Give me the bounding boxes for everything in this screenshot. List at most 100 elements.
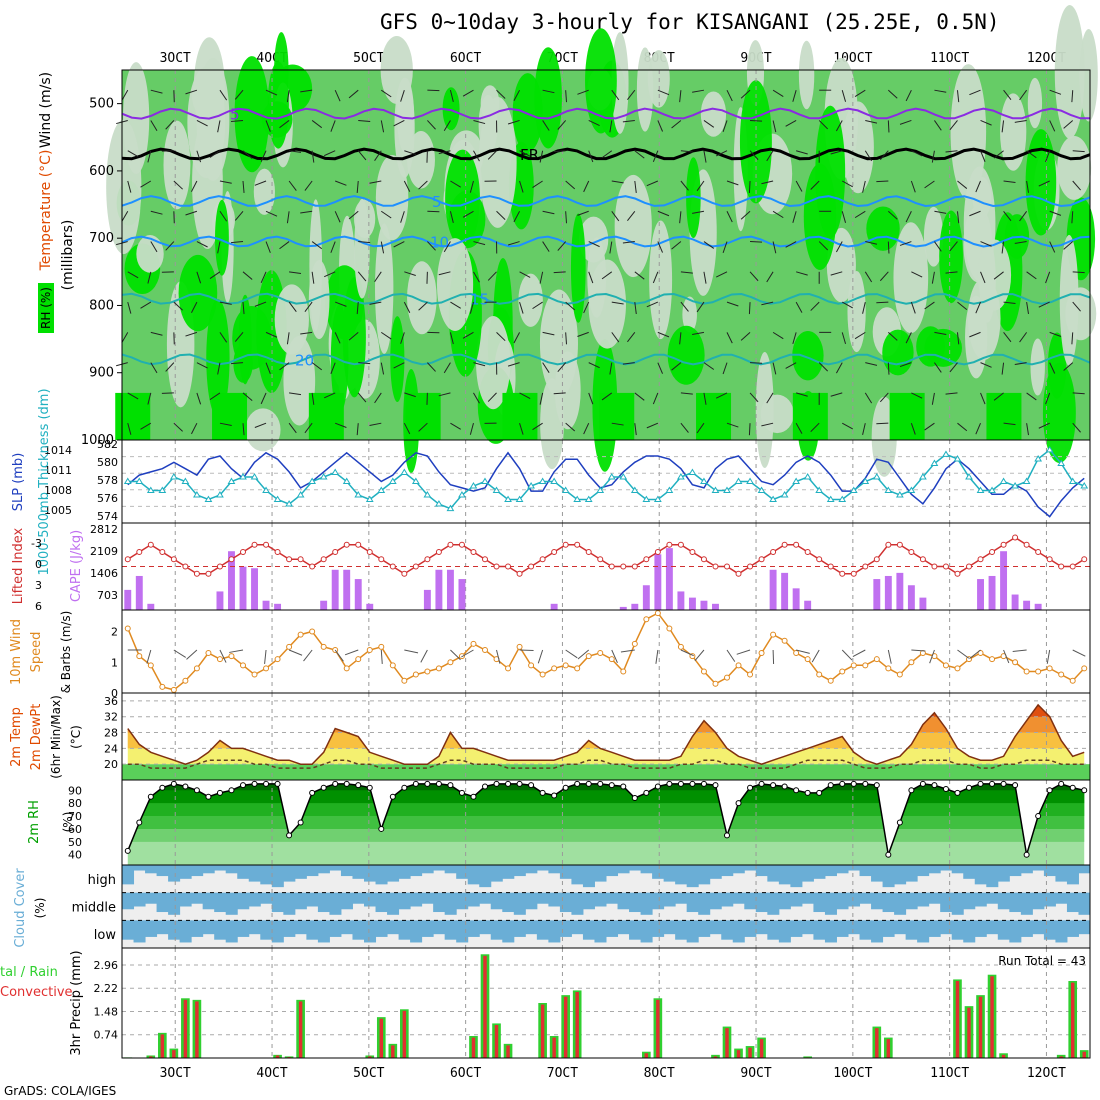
rh-moist-region: [234, 56, 270, 173]
y-tick-label: 50: [68, 836, 82, 849]
wind-barb: [196, 120, 208, 127]
wind-barb: [260, 150, 267, 162]
wind-barb: [358, 362, 371, 365]
x-tick-label-top: 5OCT: [353, 51, 384, 66]
wind-barb: [260, 271, 267, 283]
rain-convective-bar: [1001, 1054, 1006, 1058]
wind-barb: [286, 332, 290, 345]
wind-barb: [173, 301, 183, 311]
wind-barb: [949, 362, 958, 373]
wind-barb: [513, 211, 521, 223]
wind-barb: [418, 422, 428, 432]
wind-barb: [542, 362, 550, 373]
y-tick-label: 32: [104, 711, 118, 724]
wind10-barb: [173, 649, 186, 658]
thickness-series-point: [204, 495, 213, 503]
rain-convective-bar: [955, 981, 960, 1058]
cloud-cell-high: [675, 865, 688, 885]
wind-barb: [1049, 120, 1056, 132]
cloud-cell-low: [963, 920, 976, 943]
rh-moist-region: [115, 392, 151, 440]
cloud-cell-high: [225, 865, 238, 874]
cape-bar: [712, 603, 719, 610]
rh-moist-region: [686, 157, 701, 239]
wind10-barb: [380, 649, 383, 665]
wind-barb: [722, 120, 728, 132]
cloud-cell-middle: [536, 892, 549, 904]
wind-barb: [121, 89, 129, 101]
wind-barb: [196, 392, 202, 405]
cape-bar: [228, 551, 235, 610]
rh-dry-region: [554, 351, 581, 430]
wind-barb: [150, 331, 163, 336]
wind-barb: [231, 119, 244, 122]
wind-barb: [1049, 89, 1062, 95]
cloud-cell-low: [191, 920, 204, 937]
wind-barb: [219, 301, 232, 305]
thickness-series-point: [216, 491, 224, 498]
wind-barb: [899, 119, 912, 125]
wind-barb: [496, 210, 506, 220]
rain-convective-bar: [644, 1053, 649, 1058]
wind-barb: [487, 271, 497, 281]
cloud-cell-middle: [525, 892, 538, 910]
thickness-series-point: [158, 486, 167, 494]
wind-barb: [231, 362, 244, 365]
wind-barb: [150, 210, 163, 215]
cloud-cell-middle: [179, 892, 192, 907]
wind-barb: [1001, 362, 1005, 375]
cloud-cell-middle: [675, 892, 688, 904]
wind-barb: [911, 392, 923, 399]
cloud-cell-middle: [974, 892, 987, 907]
wind10-barb: [303, 649, 313, 662]
rh-moist-region: [916, 326, 945, 367]
wind10-barb: [450, 649, 461, 661]
wind-barb: [1038, 301, 1050, 308]
wind-barb: [795, 180, 803, 192]
wind-barb: [450, 422, 461, 430]
y-tick-label-right: 2812: [90, 523, 118, 536]
rh-dry-region: [136, 235, 164, 273]
wind-barb: [1014, 241, 1027, 244]
rh-dry-region: [847, 271, 866, 353]
wind-barb: [772, 89, 784, 97]
wind-barb: [609, 120, 613, 133]
rh2m-series-point: [159, 784, 166, 791]
lifted-index-series-point: [216, 563, 223, 570]
rh2m-series-point: [850, 780, 857, 787]
wind-barb: [513, 89, 521, 102]
rh2m-series-point: [378, 825, 385, 832]
wind-barb: [191, 422, 198, 435]
wind-barb: [657, 120, 664, 132]
cape-bar: [873, 579, 881, 610]
wind-barb: [588, 271, 594, 284]
rh-dry-region: [518, 273, 543, 327]
wind10-barb: [911, 649, 926, 652]
cloud-cell-middle: [548, 892, 561, 907]
wind10-series-point: [182, 677, 189, 684]
rh2m-series-point: [320, 784, 327, 791]
cloud-cell-middle: [421, 892, 434, 904]
cloud-cell-high: [709, 865, 722, 879]
thickness-axis-label: 1000-500mb Thickness (dm): [37, 388, 52, 575]
y-tick-label-left: 578: [97, 474, 118, 487]
rh-dry-region: [308, 259, 330, 339]
wind-barb: [196, 362, 208, 369]
cloud-cell-low: [421, 920, 434, 937]
x-tick-label-top: 11OCT: [930, 51, 969, 66]
wind-barb: [841, 301, 853, 309]
wind-barb: [680, 422, 689, 433]
cloud-cell-low: [813, 920, 826, 940]
thickness-series-point: [746, 477, 754, 484]
wind-barb: [956, 211, 960, 224]
y-tick-label-right: 1406: [90, 567, 118, 580]
wind-barb: [165, 362, 175, 372]
y-tick-label: 2: [111, 626, 118, 639]
wind-barb: [300, 89, 313, 93]
rh-dry-region: [700, 91, 727, 137]
y-tick-label: 20: [104, 758, 118, 771]
rh2m-series-point: [1012, 782, 1019, 789]
cloud-cell-middle: [951, 892, 964, 915]
temp2m-axis-unit: (°C): [69, 725, 83, 749]
rh-dry-region: [682, 296, 697, 333]
